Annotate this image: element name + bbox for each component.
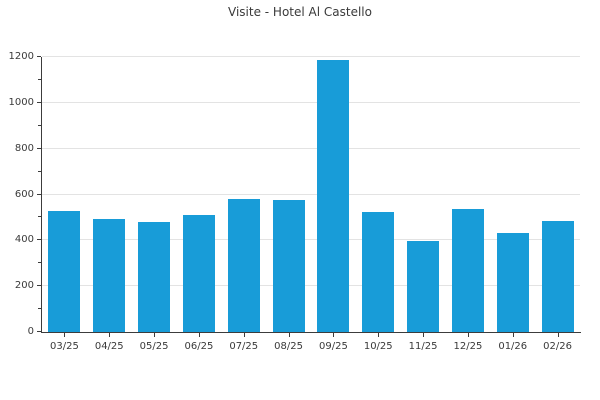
x-tick	[288, 333, 290, 337]
y-tick-minor	[38, 170, 41, 172]
x-tick	[423, 333, 425, 337]
y-tick-major	[37, 285, 41, 287]
y-tick-minor	[38, 124, 41, 126]
gridline	[42, 193, 580, 195]
gridline	[42, 239, 580, 241]
x-tick-label: 03/25	[49, 341, 79, 352]
y-tick-label: 200	[14, 280, 34, 292]
y-tick-major	[37, 56, 41, 57]
x-tick	[243, 333, 245, 337]
bar	[407, 241, 440, 332]
bar	[317, 60, 350, 332]
y-tick-minor	[38, 216, 41, 218]
bar	[451, 209, 484, 332]
y-tick-major	[37, 193, 41, 195]
x-tick-label: 11/25	[408, 341, 438, 352]
y-tick-major	[37, 331, 41, 332]
y-tick-label: 1200	[8, 51, 34, 62]
y-tick-label: 800	[14, 142, 34, 154]
x-tick	[333, 333, 335, 337]
y-axis-spine	[41, 57, 42, 333]
x-tick	[467, 333, 469, 337]
gridline	[42, 285, 580, 287]
x-tick-label: 09/25	[318, 341, 348, 352]
y-tick-minor	[38, 78, 41, 80]
x-tick-label: 05/25	[139, 341, 169, 352]
y-tick-label: 1000	[8, 96, 34, 108]
x-tick	[198, 333, 200, 337]
bar	[272, 200, 305, 332]
gridline	[42, 56, 580, 57]
bar	[541, 220, 574, 332]
x-tick	[378, 333, 380, 337]
x-tick	[109, 333, 111, 337]
bar	[182, 215, 215, 332]
bar	[93, 218, 126, 332]
y-tick-major	[37, 147, 41, 149]
gridline	[42, 147, 580, 149]
x-tick	[64, 333, 66, 337]
x-tick-label: 07/25	[229, 341, 259, 352]
x-tick-label: 06/25	[184, 341, 214, 352]
chart-title: Visite - Hotel Al Castello	[228, 5, 372, 19]
bar	[496, 233, 529, 332]
y-tick-label: 0	[27, 326, 34, 337]
bar	[362, 211, 395, 332]
x-tick	[512, 333, 514, 337]
x-tick-label: 02/26	[543, 341, 572, 352]
y-tick-minor	[38, 308, 41, 310]
gridline	[42, 101, 580, 103]
x-tick-label: 12/25	[453, 341, 483, 352]
y-tick-label: 400	[14, 234, 34, 246]
x-tick	[557, 333, 559, 337]
x-axis-spine	[41, 332, 581, 333]
x-tick-label: 08/25	[274, 341, 303, 352]
bar	[227, 199, 260, 332]
x-tick-label: 10/25	[363, 341, 393, 352]
y-tick-label: 600	[14, 188, 34, 200]
bar	[48, 210, 81, 332]
y-tick-major	[37, 101, 41, 103]
bar	[138, 222, 171, 332]
x-tick-label: 01/26	[498, 341, 528, 352]
y-tick-minor	[38, 262, 41, 264]
x-tick-label: 04/25	[94, 341, 124, 352]
x-tick	[154, 333, 156, 337]
y-tick-major	[37, 239, 41, 241]
